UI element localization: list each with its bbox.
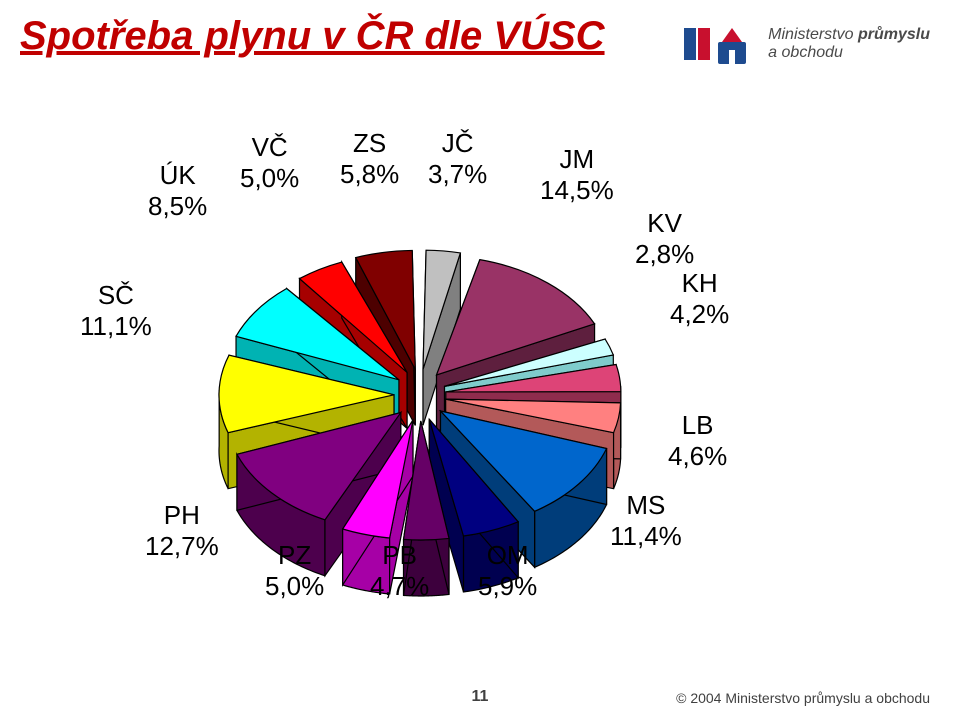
page-number: 11 [472,688,489,706]
ministry-line2: a obchodu [768,44,930,62]
page-title: Spotřeba plynu v ČR dle VÚSC [20,14,605,59]
ministry-midword: průmyslu [858,26,930,43]
pie-label-JM: JM14,5% [540,144,614,206]
pie-label-VČ: VČ5,0% [240,132,299,194]
pie-label-LB: LB4,6% [668,410,727,472]
ministry-line1: Ministerstvo [768,26,853,43]
footer-copyright: © 2004 Ministerstvo průmyslu a obchodu [676,690,930,706]
pie-label-PZ: PZ5,0% [265,540,324,602]
pie-chart: JČ3,7% JM14,5% KV2,8%KH4,2% LB4,6% MS11,4% OM… [50,120,910,660]
ministry-logo-block: Ministerstvo průmyslu a obchodu [684,20,930,68]
pie-label-KV: KV2,8% [635,208,694,270]
pie-label-ÚK: ÚK8,5% [148,160,207,222]
ministry-text: Ministerstvo průmyslu a obchodu [768,26,930,61]
pie-label-JČ: JČ3,7% [428,128,487,190]
pie-label-KH: KH4,2% [670,268,729,330]
pie-label-MS: MS11,4% [610,490,682,552]
pie-label-PH: PH12,7% [145,500,219,562]
pie-label-ZS: ZS5,8% [340,128,399,190]
pie-label-SČ: SČ11,1% [80,280,152,342]
mpo-logo-icon [684,20,758,68]
pie-label-PB: PB4,7% [370,540,429,602]
pie-label-OM: OM5,9% [478,540,537,602]
